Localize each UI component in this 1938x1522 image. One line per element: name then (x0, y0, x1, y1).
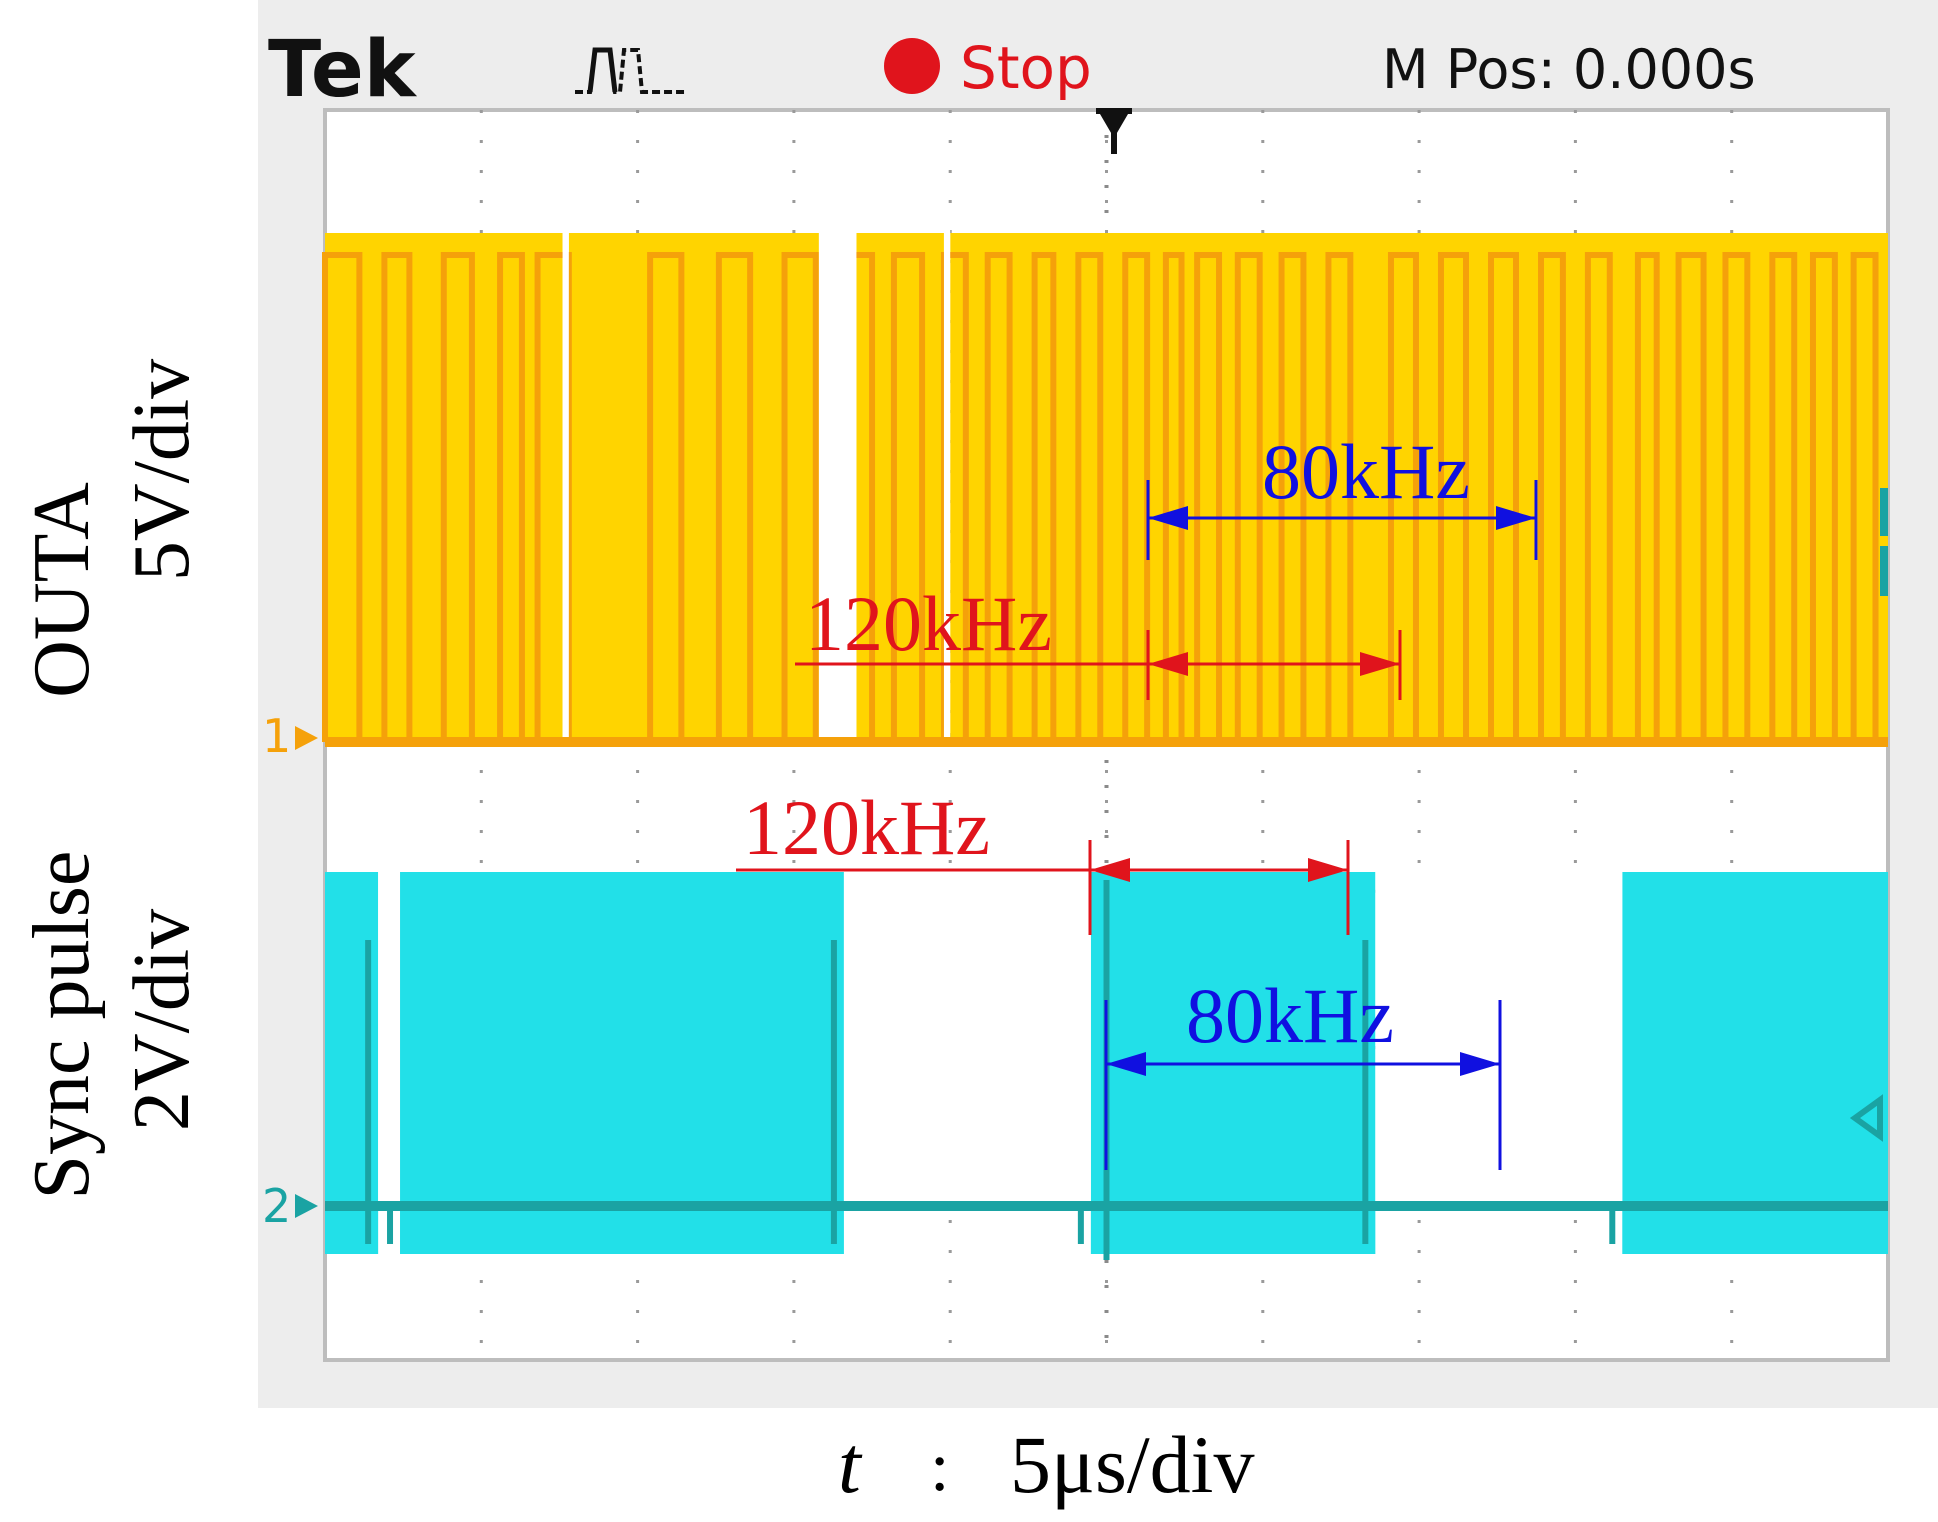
trace-pulse (1850, 252, 1879, 742)
trace-pulse (890, 252, 926, 742)
trace-pulse (322, 252, 363, 742)
trace-pulse (497, 252, 525, 742)
trace-pulse (1325, 252, 1354, 742)
trace-pulse (647, 252, 685, 742)
trace-pulse (1031, 252, 1057, 742)
trace-gap (943, 228, 951, 737)
channel-2-marker: 2 (262, 1179, 291, 1233)
trace-pulse (984, 252, 1013, 742)
stop-indicator-icon (884, 38, 940, 94)
trace-pulse (1809, 252, 1838, 742)
right-edge-arrow-icon (1849, 1094, 1883, 1142)
status-label: Stop (960, 34, 1092, 102)
trace-pulse (1538, 252, 1566, 742)
trace-pulse (715, 252, 754, 742)
trace-pulse (1075, 252, 1104, 742)
right-edge-marker-1 (1880, 488, 1888, 536)
trace-pulse (1162, 252, 1185, 742)
trace-pulse (381, 252, 413, 742)
channel-2-marker-arrow (295, 1194, 318, 1218)
trace-envelope (1622, 872, 1888, 1254)
trigger-position-marker-icon (1096, 108, 1132, 154)
time-axis-scale: 5μs/div (1010, 1419, 1254, 1510)
mpos-label: M Pos: 0.000s (1382, 38, 1756, 101)
annotation-arrowhead-left (1148, 506, 1188, 530)
channel-1-marker-arrow (295, 726, 318, 750)
annotation-arrowhead-right (1460, 1052, 1500, 1076)
measurement-annotations: 80kHz 120kHz 120kHz 80kHz (736, 428, 1538, 1170)
channel-2-scale: 2V/div (118, 909, 206, 1131)
trace-pulse (440, 252, 475, 742)
annotation-120khz-3: 120kHz (736, 784, 1350, 935)
trace-gap (378, 867, 401, 1201)
time-axis-symbol: t (838, 1419, 863, 1510)
annotation-label: 80kHz (1186, 972, 1394, 1059)
trace-pulse (1488, 252, 1520, 742)
trace-pulse (1437, 252, 1469, 742)
trace-envelope (400, 872, 844, 1254)
brand-label: Tek (268, 25, 418, 115)
trace-gap (843, 867, 1091, 1201)
channel-1-marker: 1 (262, 709, 291, 763)
annotation-arrowhead-right (1308, 858, 1348, 882)
annotation-arrowhead-right (1360, 652, 1400, 676)
trace-pulse (1634, 252, 1660, 742)
trace-pulse (1387, 252, 1419, 742)
annotation-arrowhead-right (1496, 506, 1536, 530)
channel-2-label: Sync pulse (18, 851, 106, 1200)
annotation-arrowhead-left (1090, 858, 1130, 882)
trace-envelope (568, 233, 819, 745)
annotation-label: 120kHz (743, 784, 990, 871)
time-axis-separator: : (930, 1429, 949, 1506)
trigger-shape-icon (575, 47, 685, 94)
annotation-label: 120kHz (805, 580, 1052, 667)
trace-outa (322, 228, 1888, 747)
annotation-label: 80kHz (1262, 428, 1470, 515)
annotation-80khz-4: 80kHz (1104, 972, 1502, 1170)
trace-pulse (1675, 252, 1707, 742)
channel-1-label: OUTA (18, 482, 106, 698)
annotation-80khz-1: 80kHz (1146, 428, 1538, 560)
annotation-arrowhead-left (1106, 1052, 1146, 1076)
trace-pulse (781, 252, 819, 742)
right-edge-marker-2 (1880, 546, 1888, 596)
trace-pulse (1584, 252, 1613, 742)
channel-1-scale: 5V/div (118, 359, 206, 581)
trace-gap (562, 228, 569, 737)
trace-pulse (1278, 252, 1307, 742)
trace-envelope (950, 233, 1888, 745)
trace-pulse (1722, 252, 1751, 742)
trace-gap (818, 228, 857, 737)
trace-pulse (1234, 252, 1263, 742)
trace-pulse (1194, 252, 1223, 742)
annotation-120khz-2: 120kHz (795, 580, 1402, 700)
annotation-arrowhead-left (1148, 652, 1188, 676)
trace-pulse (1769, 252, 1798, 742)
